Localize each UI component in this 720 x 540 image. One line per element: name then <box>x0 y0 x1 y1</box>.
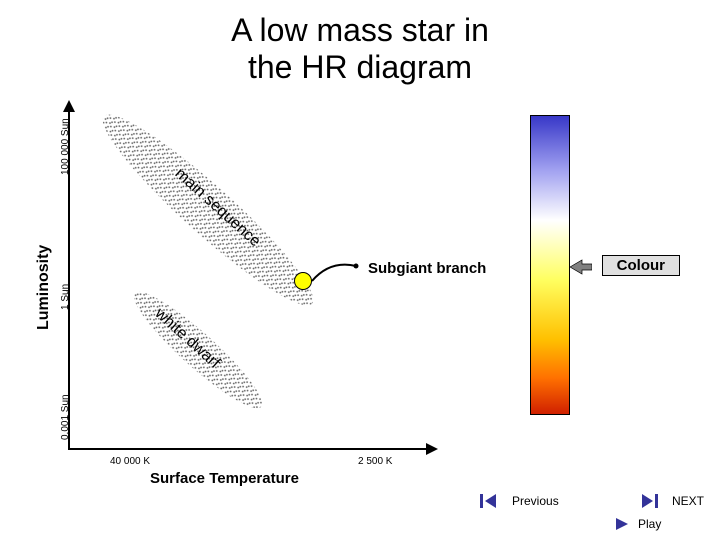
nav-play[interactable]: Play <box>614 516 661 532</box>
skip-forward-icon <box>640 492 666 510</box>
page-title-line2: the HR diagram <box>248 49 472 85</box>
star-marker-icon <box>294 272 312 290</box>
y-axis-label: Luminosity <box>35 245 53 330</box>
xtick-right: 2 500 K <box>358 456 392 467</box>
ytick-mid: 1 Sun <box>60 284 71 310</box>
x-axis-label: Surface Temperature <box>150 470 299 487</box>
colour-spectrum-strip <box>530 115 570 415</box>
diagram-overlay <box>68 110 428 450</box>
xtick-left: 40 000 K <box>110 456 150 467</box>
nav-previous[interactable]: Previous <box>480 492 559 510</box>
nav-next[interactable]: NEXT <box>640 492 704 510</box>
skip-back-icon <box>480 492 506 510</box>
hr-diagram-plot: main sequence white dwarf Subgiant branc… <box>68 110 428 450</box>
subgiant-branch-label: Subgiant branch <box>368 260 486 277</box>
colour-label-button[interactable]: Colour <box>602 255 680 276</box>
colour-arrow-icon <box>570 258 592 276</box>
play-icon <box>614 516 632 532</box>
ytick-top: 100 000 Sun <box>60 118 71 175</box>
nav-previous-label: Previous <box>512 494 559 508</box>
ytick-bot: 0.001 Sun <box>60 394 71 440</box>
nav-play-label: Play <box>638 517 661 531</box>
nav-next-label: NEXT <box>672 494 704 508</box>
page-title-line1: A low mass star in <box>231 12 489 48</box>
